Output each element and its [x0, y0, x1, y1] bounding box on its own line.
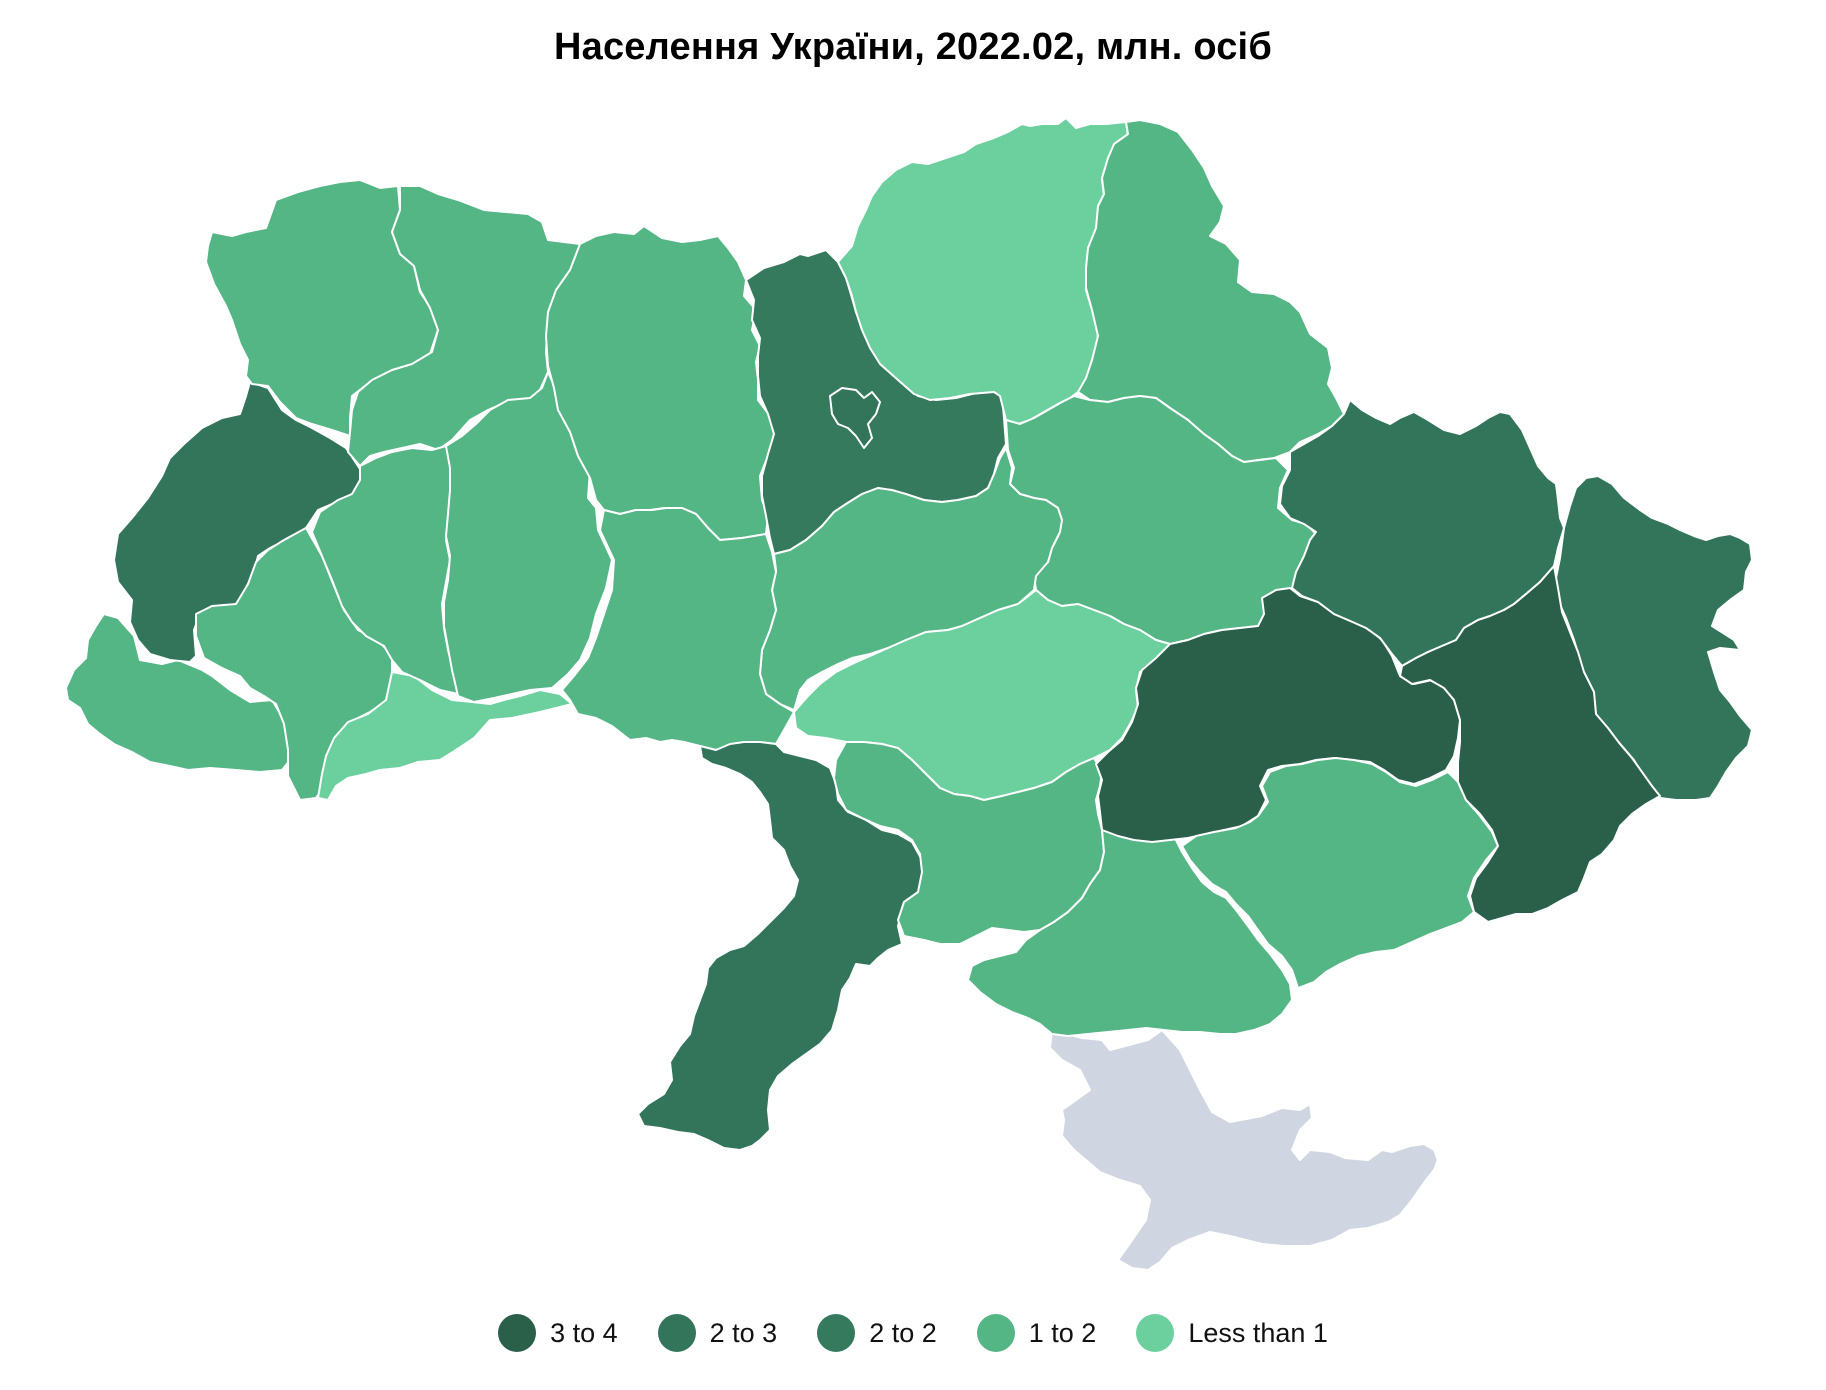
legend-label: 1 to 2 [1028, 1317, 1097, 1348]
region-dnipropetrovsk[interactable] [1095, 587, 1461, 843]
legend-item-less-than-1[interactable]: Less than 1 [1136, 1314, 1328, 1352]
legend-swatch [1136, 1314, 1175, 1352]
region-zaporizhzhia[interactable] [1181, 757, 1499, 989]
region-donetsk[interactable] [1399, 565, 1661, 923]
legend-item-1-to-2[interactable]: 1 to 2 [976, 1314, 1097, 1352]
legend-label: 2 to 2 [869, 1317, 937, 1348]
region-zakarpattia[interactable] [65, 613, 291, 773]
region-crimea[interactable] [1049, 1029, 1439, 1271]
map-title: Населення України, 2022.02, млн. осіб [554, 26, 1272, 68]
legend-label: 3 to 4 [550, 1317, 618, 1348]
region-cherkasy[interactable] [759, 447, 1063, 711]
legend-label: Less than 1 [1188, 1317, 1328, 1348]
legend-swatch [976, 1314, 1015, 1352]
region-kherson[interactable] [967, 811, 1293, 1037]
legend-item-3-to-4[interactable]: 3 to 4 [498, 1314, 618, 1352]
legend-swatch [657, 1314, 696, 1352]
legend-swatch [817, 1314, 856, 1352]
region-khmelnytskyi[interactable] [443, 371, 613, 703]
legend-label: 2 to 3 [709, 1317, 778, 1348]
region-chernivtsi[interactable] [317, 671, 573, 801]
legend: 3 to 4 2 to 3 2 to 2 1 to 2 Less than 1 [0, 1314, 1826, 1352]
legend-item-2-to-2[interactable]: 2 to 2 [817, 1314, 937, 1352]
region-kyiv-city[interactable] [829, 387, 881, 449]
legend-swatch [498, 1314, 537, 1352]
legend-item-2-to-3[interactable]: 2 to 3 [657, 1314, 778, 1352]
